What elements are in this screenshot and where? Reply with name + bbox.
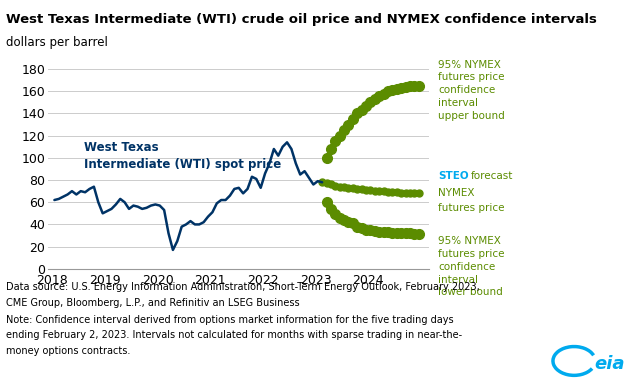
Text: money options contracts.: money options contracts. [6, 346, 131, 356]
Text: 95% NYMEX
futures price
confidence
interval
lower bound: 95% NYMEX futures price confidence inter… [438, 236, 505, 297]
Text: Data source: U.S. Energy Information Administration, Short-Term Energy Outlook, : Data source: U.S. Energy Information Adm… [6, 282, 480, 292]
Text: West Texas
Intermediate (WTI) spot price: West Texas Intermediate (WTI) spot price [84, 141, 281, 170]
Text: forecast: forecast [471, 171, 513, 181]
Text: futures price: futures price [438, 203, 505, 213]
Text: STEO: STEO [438, 171, 469, 181]
Text: 95% NYMEX
futures price
confidence
interval
upper bound: 95% NYMEX futures price confidence inter… [438, 60, 505, 121]
Text: Note: Confidence interval derived from options market information for the five t: Note: Confidence interval derived from o… [6, 315, 454, 325]
Text: CME Group, Bloomberg, L.P., and Refinitiv an LSEG Business: CME Group, Bloomberg, L.P., and Refiniti… [6, 298, 300, 308]
Text: dollars per barrel: dollars per barrel [6, 36, 108, 50]
Text: ending February 2, 2023. Intervals not calculated for months with sparse trading: ending February 2, 2023. Intervals not c… [6, 330, 463, 340]
Text: West Texas Intermediate (WTI) crude oil price and NYMEX confidence intervals: West Texas Intermediate (WTI) crude oil … [6, 13, 597, 26]
Text: NYMEX: NYMEX [438, 188, 475, 198]
Text: eia: eia [595, 355, 625, 373]
